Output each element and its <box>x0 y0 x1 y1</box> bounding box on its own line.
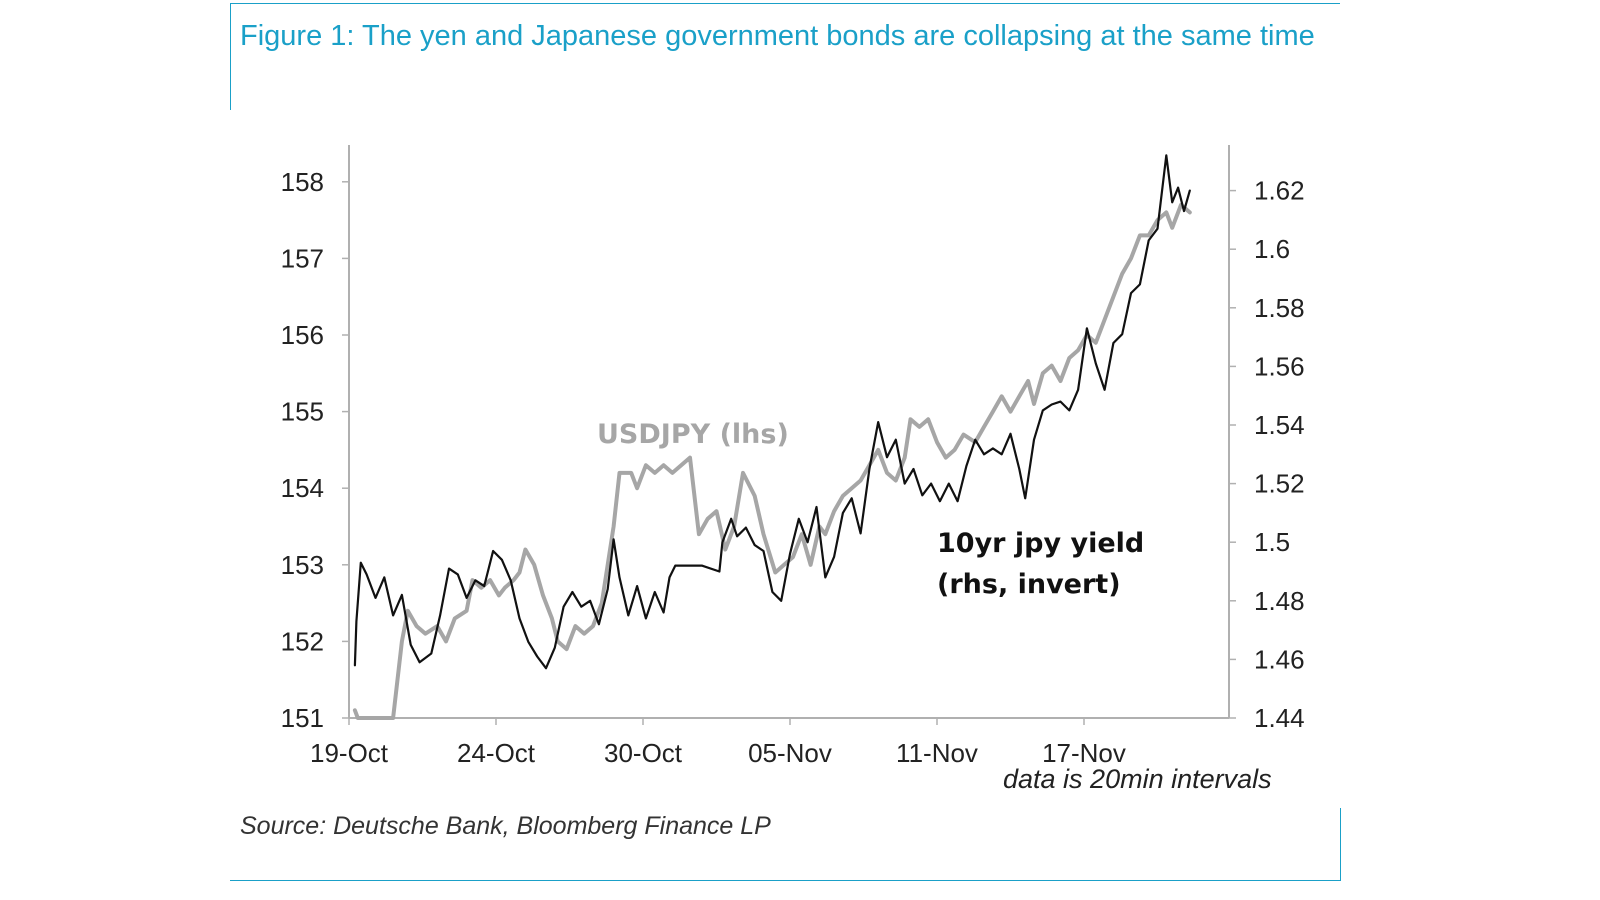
frame-top-rule <box>230 3 1340 4</box>
left-y-tick-label: 154 <box>281 473 324 503</box>
right-y-tick-label: 1.46 <box>1254 644 1305 674</box>
left-y-tick-label: 156 <box>281 320 324 350</box>
data-interval-note: data is 20min intervals <box>1003 764 1272 794</box>
right-y-tick-label: 1.62 <box>1254 176 1305 206</box>
chart-series <box>352 154 1192 720</box>
right-y-tick-label: 1.48 <box>1254 586 1305 616</box>
left-y-tick-label: 153 <box>281 550 324 580</box>
left-y-tick-label: 152 <box>281 626 324 656</box>
source-note: Source: Deutsche Bank, Bloomberg Finance… <box>240 812 771 840</box>
x-tick-label: 05-Nov <box>748 738 832 768</box>
right-y-tick-label: 1.54 <box>1254 410 1305 440</box>
right-y-tick-label: 1.5 <box>1254 527 1290 557</box>
x-tick-label: 24-Oct <box>457 738 536 768</box>
usdjpy-line <box>352 202 1192 720</box>
jgb-series-label-line1: 10yr jpy yield <box>937 528 1144 559</box>
x-tick-label: 17-Nov <box>1042 738 1126 768</box>
left-y-tick-label: 151 <box>281 703 324 733</box>
figure-title: Figure 1: The yen and Japanese governmen… <box>240 20 1315 52</box>
left-y-tick-label: 157 <box>281 243 324 273</box>
frame-right-rule <box>1340 808 1341 880</box>
x-tick-label: 30-Oct <box>604 738 683 768</box>
frame-bottom-rule <box>230 880 1341 881</box>
frame-left-rule <box>230 3 231 110</box>
x-tick-label: 11-Nov <box>896 738 978 768</box>
right-y-tick-label: 1.58 <box>1254 293 1305 323</box>
usdjpy-series-label: USDJPY (lhs) <box>597 419 789 450</box>
right-y-tick-label: 1.6 <box>1254 234 1290 264</box>
jgb-yield-line <box>353 154 1191 670</box>
right-y-tick-label: 1.52 <box>1254 469 1305 499</box>
left-y-tick-label: 155 <box>281 397 324 427</box>
right-y-tick-label: 1.56 <box>1254 351 1305 381</box>
left-y-tick-label: 158 <box>281 167 324 197</box>
right-y-tick-label: 1.44 <box>1254 703 1305 733</box>
x-tick-label: 19-Oct <box>310 738 389 768</box>
jgb-series-label-line2: (rhs, invert) <box>937 569 1121 600</box>
chart-axes: 151 152 153 154 155 156 157 158 1.44 1.46 1.48 1.5 1… <box>281 145 1305 768</box>
